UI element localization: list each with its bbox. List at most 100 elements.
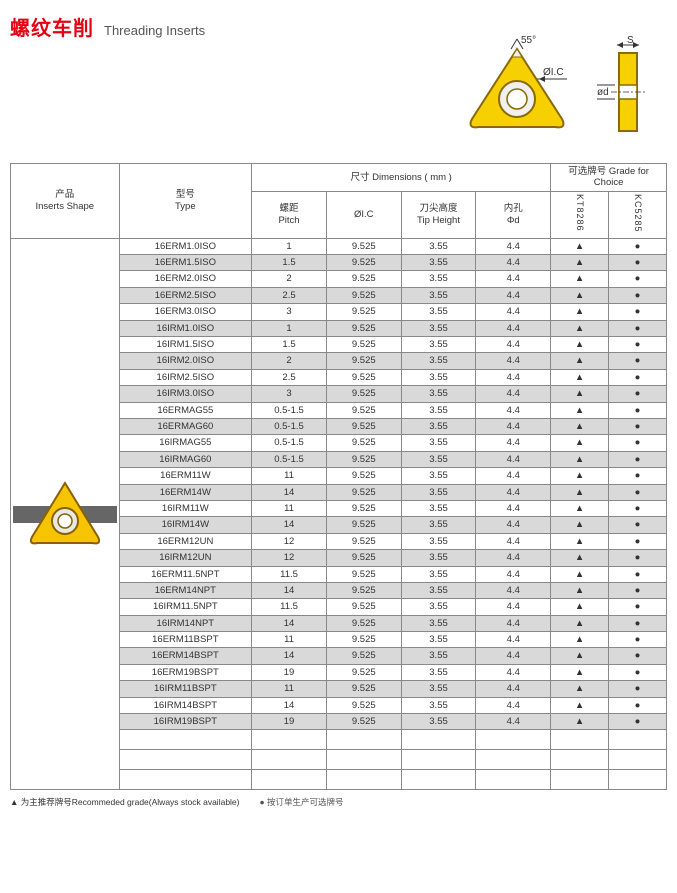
cell-t: 16IRM14W: [119, 517, 252, 533]
cell-tip: 3.55: [401, 304, 476, 320]
table-row: 16ERM1.0ISO19.5253.554.4▲●: [11, 238, 667, 254]
cell-t: 16ERM2.0ISO: [119, 271, 252, 287]
legend-optional: ● 按订单生产可选牌号: [260, 796, 344, 808]
cell-ic: 9.525: [326, 238, 401, 254]
cell-tip: 3.55: [401, 435, 476, 451]
cell-d: 4.4: [476, 468, 551, 484]
cell-tip: 3.55: [401, 582, 476, 598]
cell-empty: [551, 730, 609, 750]
cell-g1: ▲: [551, 517, 609, 533]
cell-d: 4.4: [476, 582, 551, 598]
cell-empty: [326, 750, 401, 770]
cell-p: 11: [252, 500, 327, 516]
cell-p: 3: [252, 386, 327, 402]
cell-empty: [609, 750, 667, 770]
cell-g1: ▲: [551, 435, 609, 451]
triangle-diagram-icon: 55° ØI.C: [457, 31, 577, 141]
cell-g2: ●: [609, 664, 667, 680]
cell-p: 11.5: [252, 566, 327, 582]
cell-g1: ▲: [551, 402, 609, 418]
cell-g2: ●: [609, 451, 667, 467]
cell-p: 2: [252, 353, 327, 369]
cell-ic: 9.525: [326, 632, 401, 648]
cell-p: 11: [252, 632, 327, 648]
cell-t: 16ERM14W: [119, 484, 252, 500]
title-cn: 螺纹车削: [10, 12, 94, 41]
cell-g1: ▲: [551, 238, 609, 254]
cell-empty: [609, 770, 667, 790]
cell-t: 16ERM1.0ISO: [119, 238, 252, 254]
side-diagram-icon: S ød: [597, 31, 657, 141]
cell-p: 19: [252, 714, 327, 730]
cell-tip: 3.55: [401, 238, 476, 254]
cell-t: 16IRM14BSPT: [119, 697, 252, 713]
cell-tip: 3.55: [401, 287, 476, 303]
cell-ic: 9.525: [326, 320, 401, 336]
cell-t: 16ERMAG60: [119, 419, 252, 435]
cell-d: 4.4: [476, 664, 551, 680]
svg-text:55°: 55°: [521, 35, 536, 46]
cell-empty: [551, 770, 609, 790]
table-header: 产品Inserts Shape 型号Type 尺寸 Dimensions ( m…: [11, 164, 667, 239]
cell-t: 16ERM12UN: [119, 533, 252, 549]
cell-t: 16ERM19BSPT: [119, 664, 252, 680]
cell-g1: ▲: [551, 566, 609, 582]
cell-g1: ▲: [551, 582, 609, 598]
hdr-shape: 产品Inserts Shape: [11, 164, 120, 239]
cell-t: 16ERM11BSPT: [119, 632, 252, 648]
cell-tip: 3.55: [401, 714, 476, 730]
cell-empty: [252, 770, 327, 790]
cell-p: 14: [252, 615, 327, 631]
cell-p: 14: [252, 697, 327, 713]
cell-d: 4.4: [476, 615, 551, 631]
cell-t: 16IRMAG55: [119, 435, 252, 451]
cell-p: 1: [252, 320, 327, 336]
cell-empty: [476, 770, 551, 790]
hdr-grade2: KC5285: [609, 191, 667, 238]
cell-t: 16ERMAG55: [119, 402, 252, 418]
cell-g2: ●: [609, 320, 667, 336]
cell-empty: [119, 730, 252, 750]
cell-p: 14: [252, 582, 327, 598]
cell-d: 4.4: [476, 369, 551, 385]
cell-p: 2: [252, 271, 327, 287]
cell-g1: ▲: [551, 451, 609, 467]
cell-tip: 3.55: [401, 500, 476, 516]
cell-empty: [119, 750, 252, 770]
cell-g2: ●: [609, 386, 667, 402]
cell-p: 2.5: [252, 369, 327, 385]
cell-t: 16IRM19BSPT: [119, 714, 252, 730]
cell-tip: 3.55: [401, 369, 476, 385]
cell-g2: ●: [609, 533, 667, 549]
hdr-tip: 刀尖高度Tip Height: [401, 191, 476, 238]
cell-p: 14: [252, 484, 327, 500]
cell-ic: 9.525: [326, 369, 401, 385]
cell-p: 1.5: [252, 337, 327, 353]
legend-recommended: ▲ 为主推荐牌号Recommeded grade(Always stock av…: [10, 796, 240, 808]
cell-tip: 3.55: [401, 664, 476, 680]
cell-tip: 3.55: [401, 615, 476, 631]
cell-g1: ▲: [551, 500, 609, 516]
cell-g2: ●: [609, 550, 667, 566]
cell-g2: ●: [609, 353, 667, 369]
cell-empty: [401, 730, 476, 750]
cell-tip: 3.55: [401, 271, 476, 287]
cell-tip: 3.55: [401, 632, 476, 648]
cell-empty: [401, 750, 476, 770]
cell-g1: ▲: [551, 468, 609, 484]
cell-tip: 3.55: [401, 419, 476, 435]
cell-t: 16IRM3.0ISO: [119, 386, 252, 402]
cell-g2: ●: [609, 419, 667, 435]
cell-g1: ▲: [551, 369, 609, 385]
cell-d: 4.4: [476, 681, 551, 697]
cell-tip: 3.55: [401, 517, 476, 533]
cell-g2: ●: [609, 435, 667, 451]
svg-text:S: S: [627, 35, 634, 46]
cell-g1: ▲: [551, 304, 609, 320]
cell-t: 16ERM14BSPT: [119, 648, 252, 664]
cell-g2: ●: [609, 468, 667, 484]
cell-g2: ●: [609, 238, 667, 254]
cell-ic: 9.525: [326, 697, 401, 713]
cell-ic: 9.525: [326, 484, 401, 500]
cell-p: 1.5: [252, 255, 327, 271]
